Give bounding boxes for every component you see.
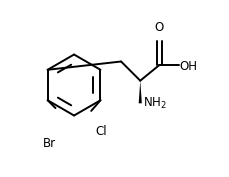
- Text: NH$_2$: NH$_2$: [142, 96, 166, 111]
- Text: O: O: [154, 21, 163, 34]
- Polygon shape: [138, 81, 141, 103]
- Text: OH: OH: [178, 60, 196, 73]
- Text: Cl: Cl: [95, 125, 106, 138]
- Text: Br: Br: [43, 137, 56, 150]
